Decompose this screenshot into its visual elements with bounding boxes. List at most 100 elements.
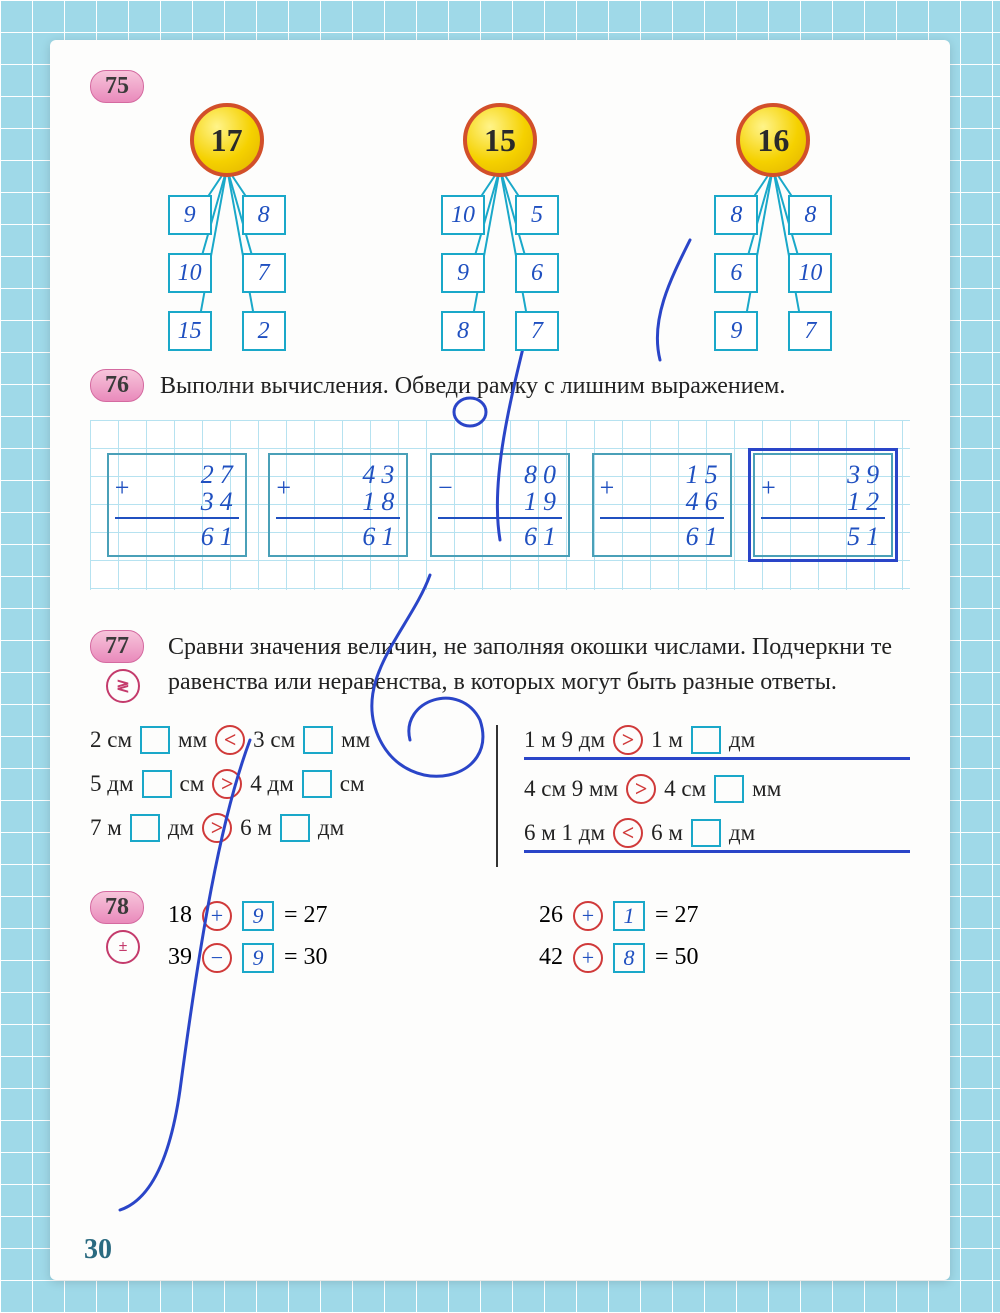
eq-result: = 30 [284, 944, 328, 971]
tree-pair: 96 [400, 253, 600, 293]
equation-line: 18 +9 = 27 [168, 901, 539, 931]
calc-b: 46 [600, 488, 724, 515]
eq-result: = 50 [655, 944, 699, 971]
tree-box[interactable]: 8 [242, 195, 286, 235]
comparison-columns: 2 сммм<3 сммм5 дмсм>4 дмсм7 мдм>6 мдм 1 … [90, 725, 910, 867]
tree-pair: 97 [673, 311, 873, 351]
comparison-text: мм [341, 727, 370, 753]
blank-slot[interactable] [142, 770, 172, 798]
eq-num-box[interactable]: 9 [242, 901, 274, 931]
column-calculations: +273461+431861−801961+154661+391251 [90, 420, 910, 590]
calc-a: 43 [276, 461, 400, 488]
comparison-text: см [180, 771, 205, 797]
blank-slot[interactable] [303, 726, 333, 754]
blank-slot[interactable] [691, 819, 721, 847]
page-number: 30 [84, 1234, 112, 1266]
tree-circle: 17 [190, 103, 264, 177]
exercise-77: 77 ≷ Сравни значения величин, не заполня… [90, 630, 910, 867]
eq-op-circle[interactable]: + [573, 901, 603, 931]
calc-a: 39 [761, 461, 885, 488]
blank-slot[interactable] [714, 775, 744, 803]
comparison-text: 5 дм [90, 771, 134, 797]
tree-circle: 16 [736, 103, 810, 177]
tree-box[interactable]: 7 [515, 311, 559, 351]
comparison-text: мм [178, 727, 207, 753]
blank-slot[interactable] [130, 814, 160, 842]
comparison-text: 4 см 9 мм [524, 776, 618, 802]
eq-num-box[interactable]: 9 [242, 943, 274, 973]
blank-slot[interactable] [140, 726, 170, 754]
calc-result: 61 [438, 523, 562, 550]
blank-slot[interactable] [691, 726, 721, 754]
tree-box[interactable]: 15 [168, 311, 212, 351]
calc-a: 27 [115, 461, 239, 488]
tree-box[interactable]: 10 [168, 253, 212, 293]
comparison-text: 2 см [90, 727, 132, 753]
badge-78: 78 [90, 891, 144, 924]
equation-line: 26+1= 27 [539, 901, 910, 931]
comparison-text: 6 м 1 дм [524, 820, 605, 846]
eq-result: = 27 [284, 902, 328, 929]
column-calc: +273461 [107, 453, 247, 557]
tree-box[interactable]: 6 [714, 253, 758, 293]
eq-op-circle[interactable]: − [202, 943, 232, 973]
calc-op: − [438, 473, 453, 503]
comparison-text: 6 м [240, 815, 272, 841]
tree-box[interactable]: 8 [441, 311, 485, 351]
tree-circle: 15 [463, 103, 537, 177]
tree-box[interactable]: 8 [714, 195, 758, 235]
calc-op: + [600, 473, 615, 503]
tree-box[interactable]: 2 [242, 311, 286, 351]
workbook-page: 75 1798107152151059687168861097 76 Выпол… [50, 40, 950, 1280]
blank-slot[interactable] [280, 814, 310, 842]
tree-box[interactable]: 9 [714, 311, 758, 351]
comparison-text: 4 дм [250, 771, 294, 797]
calc-b: 19 [438, 488, 562, 515]
tree-box[interactable]: 10 [788, 253, 832, 293]
exercise-78: 78 ± 18+9= 2739−9= 30 26+1= 2742+8= 50 [90, 891, 910, 985]
eq-num-box[interactable]: 1 [613, 901, 645, 931]
comparison-sign: < [215, 725, 245, 755]
tree-box[interactable]: 7 [788, 311, 832, 351]
exercise-75: 75 1798107152151059687168861097 [90, 70, 910, 351]
exercise-76: 76 Выполни вычисления. Обведи рамку с ли… [90, 369, 910, 590]
eq-op-circle[interactable]: + [573, 943, 603, 973]
tree-box[interactable]: 9 [168, 195, 212, 235]
eq-num-box[interactable]: 8 [613, 943, 645, 973]
comparison-text: дм [318, 815, 344, 841]
eq-a: 18 [168, 902, 192, 929]
comparison-line: 5 дмсм>4 дмсм [90, 769, 476, 799]
comparison-line: 7 мдм>6 мдм [90, 813, 476, 843]
tree-pair: 6 10 [673, 253, 873, 293]
number-tree: 151059687 [400, 103, 600, 351]
comparison-sign: < [613, 818, 643, 848]
calc-op: + [761, 473, 776, 503]
comparison-text: 4 см [664, 776, 706, 802]
column-calc: +391251 [753, 453, 893, 557]
comparison-sign: > [626, 774, 656, 804]
calc-result: 61 [115, 523, 239, 550]
comparison-text: 3 см [253, 727, 295, 753]
blank-slot[interactable] [302, 770, 332, 798]
column-calc: +154661 [592, 453, 732, 557]
comparison-line: 6 м 1 дм <6 м дм [524, 818, 910, 853]
comparison-text: дм [729, 727, 755, 753]
tree-pair: 87 [400, 311, 600, 351]
eq-op-circle[interactable]: + [202, 901, 232, 931]
comparison-text: дм [168, 815, 194, 841]
plusminus-icon: ± [106, 930, 140, 964]
comparison-text: 6 м [651, 820, 683, 846]
tree-box[interactable]: 6 [515, 253, 559, 293]
tree-box[interactable]: 10 [441, 195, 485, 235]
tree-box[interactable]: 8 [788, 195, 832, 235]
eq-a: 26 [539, 902, 563, 929]
tree-pair: 10 7 [127, 253, 327, 293]
calc-result: 61 [276, 523, 400, 550]
comparison-text: мм [752, 776, 781, 802]
comparison-text: дм [729, 820, 755, 846]
calc-result: 61 [600, 523, 724, 550]
eq-a: 42 [539, 944, 563, 971]
tree-box[interactable]: 7 [242, 253, 286, 293]
tree-box[interactable]: 9 [441, 253, 485, 293]
tree-box[interactable]: 5 [515, 195, 559, 235]
